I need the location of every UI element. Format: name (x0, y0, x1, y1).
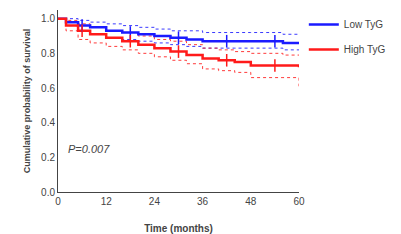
svg-text:12: 12 (101, 196, 113, 207)
svg-text:High TyG: High TyG (344, 44, 386, 55)
svg-text:Cumulative probability of surv: Cumulative probability of survival (22, 29, 32, 174)
svg-text:0.8: 0.8 (41, 48, 55, 59)
svg-text:60: 60 (293, 196, 305, 207)
svg-text:0.4: 0.4 (41, 117, 55, 128)
svg-text:48: 48 (245, 196, 257, 207)
svg-text:0.0: 0.0 (41, 187, 55, 198)
svg-text:0: 0 (55, 196, 61, 207)
svg-text:36: 36 (197, 196, 209, 207)
svg-text:P=0.007: P=0.007 (68, 143, 110, 155)
svg-text:24: 24 (149, 196, 161, 207)
svg-text:1.0: 1.0 (41, 13, 55, 24)
svg-text:0.6: 0.6 (41, 83, 55, 94)
svg-text:Time (months): Time (months) (144, 223, 213, 234)
svg-text:Low TyG: Low TyG (344, 19, 383, 30)
svg-text:0.2: 0.2 (41, 152, 55, 163)
